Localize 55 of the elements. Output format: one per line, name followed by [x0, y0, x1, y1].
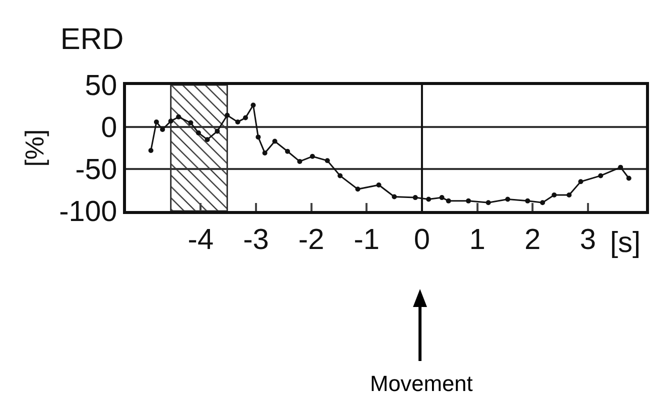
point	[168, 118, 174, 124]
point	[204, 137, 210, 142]
text: Movement	[370, 371, 473, 396]
x-tick-label: -2	[298, 224, 324, 256]
point	[256, 134, 261, 140]
point	[176, 114, 182, 120]
point	[566, 192, 572, 198]
point	[235, 119, 240, 124]
point	[338, 173, 343, 178]
point	[598, 173, 604, 178]
point	[486, 200, 491, 206]
x-tick-label: -4	[188, 224, 214, 256]
point	[525, 198, 530, 204]
point	[392, 194, 397, 200]
point	[262, 150, 268, 156]
y-tick-label: 0	[101, 112, 118, 144]
point	[618, 164, 624, 170]
point	[324, 158, 330, 164]
point	[250, 102, 256, 108]
point	[552, 192, 557, 198]
x-tick-label: 2	[524, 224, 541, 256]
point	[272, 138, 278, 144]
point	[578, 179, 584, 184]
y-tick-label: -50	[75, 154, 118, 186]
point	[376, 182, 382, 188]
y-axis-title: [%]	[20, 129, 50, 167]
x-tick-label: 1	[469, 224, 486, 256]
x-tick-label: 0	[414, 224, 430, 256]
point	[466, 198, 471, 204]
point	[196, 130, 201, 136]
point	[505, 196, 510, 202]
point	[160, 127, 166, 132]
x-tick-label: -1	[354, 224, 380, 256]
x-axis-title: [s]	[610, 227, 641, 259]
point	[214, 128, 220, 134]
point	[355, 186, 360, 192]
point	[439, 195, 444, 200]
point	[310, 154, 315, 159]
point	[297, 158, 302, 164]
point	[446, 198, 452, 204]
point	[224, 112, 230, 118]
y-tick-label: 50	[84, 70, 118, 102]
point	[148, 148, 154, 154]
y-tick-label: -100	[59, 196, 118, 228]
point	[412, 195, 418, 200]
point	[154, 119, 159, 124]
x-tick-label: 3	[580, 224, 596, 256]
chart-title: ERD	[60, 23, 124, 56]
point	[626, 176, 632, 181]
x-tick-label: -3	[243, 224, 269, 256]
point	[242, 115, 248, 120]
point	[285, 148, 290, 154]
point	[540, 200, 546, 206]
point	[426, 196, 432, 202]
point	[188, 120, 194, 126]
